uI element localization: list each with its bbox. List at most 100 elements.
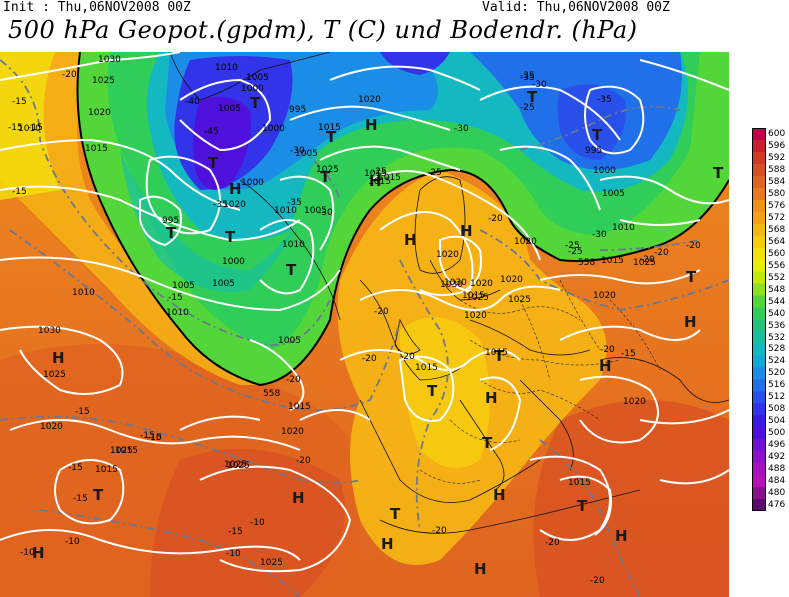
isobar-label: 1020	[623, 397, 646, 407]
isobar-label: 1025	[43, 370, 66, 380]
colorbar-label: 560	[768, 248, 786, 259]
isobar-label: 1005	[602, 189, 625, 199]
isotherm-label: -35	[287, 198, 302, 208]
isotherm-label: -35	[597, 95, 612, 105]
isotherm-label: -35	[520, 73, 535, 83]
colorbar-swatch	[752, 451, 766, 464]
isobar-label: 1020	[223, 200, 246, 210]
colorbar-swatch	[752, 295, 766, 309]
colorbar-swatch	[752, 307, 766, 320]
isobar-label: 1015	[288, 402, 311, 412]
isotherm-label: -10	[20, 548, 35, 558]
isotherm-label: -20	[362, 354, 377, 364]
isobar-label: 1005	[278, 336, 301, 346]
isobar-label: 1015	[364, 169, 387, 179]
colorbar-label: 540	[768, 308, 786, 319]
colorbar-swatch	[752, 247, 766, 261]
colorbar-swatch	[752, 355, 766, 368]
colorbar-swatch	[752, 439, 766, 452]
isobar-label: 1010	[282, 240, 305, 250]
isobar-label: 1025	[466, 293, 489, 303]
low-pressure-marker: T	[93, 486, 104, 504]
high-pressure-marker: H	[32, 544, 45, 562]
isotherm-label: -15	[12, 97, 27, 107]
isobar-label: 1015	[462, 291, 485, 301]
isotherm-label: -10	[226, 549, 241, 559]
colorbar-outline	[752, 128, 766, 511]
colorbar-swatch	[752, 199, 766, 213]
isobar-label: 1000	[593, 166, 616, 176]
colorbar-swatch	[752, 187, 766, 201]
isobar-label: 1005	[212, 279, 235, 289]
isobar-label: 1020	[281, 427, 304, 437]
isotherm-label: -20	[432, 526, 447, 536]
isotherm-label: -25	[520, 103, 535, 113]
isobar-label: 1020	[470, 279, 493, 289]
low-pressure-marker: T	[482, 434, 493, 452]
high-pressure-marker: H	[229, 180, 242, 198]
isobar-label: 1020	[464, 311, 487, 321]
low-pressure-marker: T	[225, 228, 236, 246]
colorbar-label: 568	[768, 224, 786, 235]
low-pressure-marker: T	[494, 347, 505, 365]
colorbar	[752, 128, 766, 512]
isotherm-label: -10	[65, 537, 80, 547]
isobar-label: 1010	[166, 308, 189, 318]
isobar-label: 1020	[500, 275, 523, 285]
low-pressure-marker: T	[390, 505, 401, 523]
colorbar-label: 528	[768, 344, 786, 355]
colorbar-swatch	[752, 139, 766, 153]
isobar-label: 1005	[172, 281, 195, 291]
low-pressure-marker: T	[326, 128, 337, 146]
colorbar-swatch	[752, 151, 766, 165]
isobar-label: 1000	[222, 257, 245, 267]
isobar-label: 1020	[514, 237, 537, 247]
isotherm-label: -15	[28, 123, 43, 133]
colorbar-label: 548	[768, 284, 786, 295]
isotherm-label: -25	[565, 241, 580, 251]
valid-time: Valid: Thu,06NOV2008 00Z	[482, 0, 670, 15]
isobar-label: 1025	[316, 165, 339, 175]
isobar-label: 995	[289, 105, 306, 115]
isotherm-label: -45	[204, 127, 219, 137]
map-title: 500 hPa Geopot.(gpdm), T (C) und Bodendr…	[8, 16, 638, 44]
low-pressure-marker: T	[527, 88, 538, 106]
colorbar-label: 572	[768, 212, 786, 223]
isobar-label: 1015	[378, 173, 401, 183]
isobars	[0, 52, 729, 573]
isotherm-label: -20	[374, 307, 389, 317]
colorbar-swatch	[752, 391, 766, 404]
isobar-label: 1030	[98, 55, 121, 65]
isobar-label: 1010	[18, 124, 41, 134]
isotherm-label: -30	[592, 230, 607, 240]
isobar-label: 1015	[318, 123, 341, 133]
isobar-label: 1005	[218, 104, 241, 114]
isobar-label: 1015	[415, 363, 438, 373]
isotherm-label: -15	[73, 494, 88, 504]
isotherm-label: -20	[590, 576, 605, 586]
colorbar-swatch	[752, 319, 766, 332]
low-pressure-marker: T	[250, 94, 261, 112]
isobar-label: 1025	[227, 461, 250, 471]
colorbar-swatches	[752, 128, 766, 512]
isobar-label: 995	[585, 146, 602, 156]
colorbar-label: 600	[768, 129, 786, 139]
low-pressure-marker: T	[208, 154, 219, 172]
header: Init : Thu,06NOV2008 00Z Valid: Thu,06NO…	[0, 0, 789, 52]
isotherm-label: -15	[168, 293, 183, 303]
high-pressure-marker: H	[404, 231, 417, 249]
isobar-label: 1030	[444, 278, 467, 288]
isotherm-label: -35	[213, 200, 228, 210]
isotherm-label: -30	[454, 124, 469, 134]
high-pressure-marker: H	[52, 349, 65, 367]
colorbar-swatch	[752, 271, 766, 285]
isobar-label: 1000	[262, 124, 285, 134]
isobar-label: 1025	[508, 295, 531, 305]
colorbar-swatch	[752, 343, 766, 356]
low-pressure-marker: T	[320, 168, 331, 186]
contour-label-558-a: 558	[263, 389, 280, 399]
colorbar-swatch	[752, 259, 766, 273]
isobar-label: 1025	[224, 460, 247, 470]
isobar-label: 1010	[72, 288, 95, 298]
